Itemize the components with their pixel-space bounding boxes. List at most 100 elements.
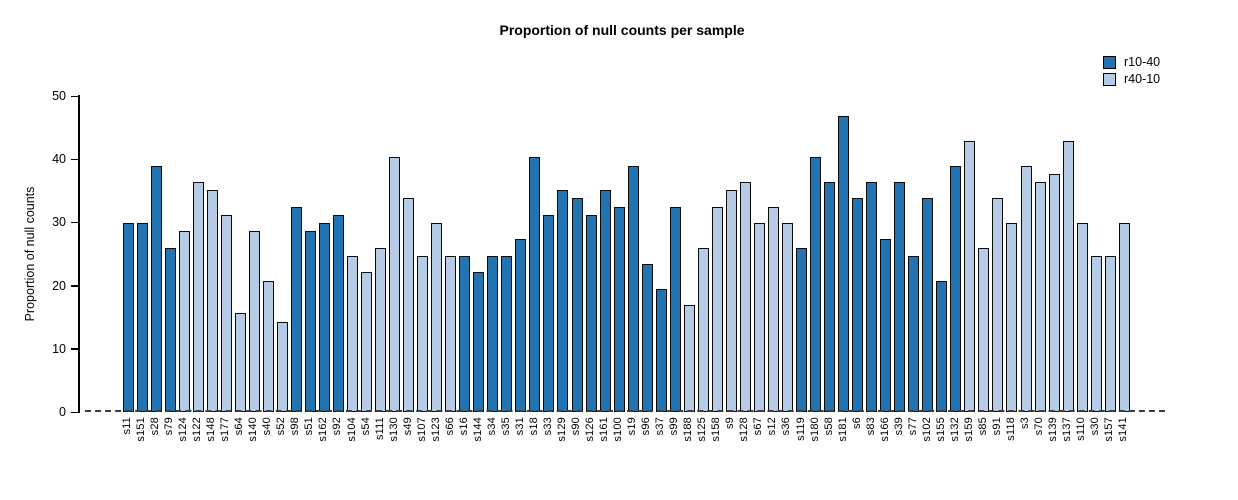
x-label-cell: s144 [472, 417, 486, 477]
x-label-cell: s96 [640, 417, 654, 477]
x-label-cell: s124 [177, 417, 191, 477]
bar-s35 [501, 255, 513, 412]
bar-s3 [1020, 165, 1032, 412]
bars-area [121, 96, 1131, 412]
x-label-cell: s126 [584, 417, 598, 477]
x-tick-label: s16 [457, 417, 470, 436]
x-tick-label: s35 [499, 417, 512, 436]
bar-column [710, 96, 724, 412]
bar-column [865, 96, 879, 412]
x-tick-label: s155 [934, 417, 947, 442]
bar-s110 [1076, 223, 1088, 412]
bar-s51 [304, 231, 316, 412]
x-tick-label: s129 [555, 417, 568, 442]
x-label-cell: s67 [752, 417, 766, 477]
x-label-cell: s148 [205, 417, 219, 477]
bar-s67 [753, 223, 765, 412]
bar-column [795, 96, 809, 412]
x-tick-label: s118 [1004, 417, 1017, 441]
x-label-cell: s34 [486, 417, 500, 477]
x-tick-label: s79 [163, 417, 176, 436]
bar-column [668, 96, 682, 412]
x-tick-label: s99 [668, 417, 681, 436]
bar-s111 [375, 247, 387, 412]
x-tick-label: s77 [906, 417, 919, 436]
bar-s118 [1006, 223, 1018, 412]
x-label-cell: s66 [444, 417, 458, 477]
bar-column [1103, 96, 1117, 412]
x-tick-label: s166 [878, 417, 891, 442]
x-label-cell: s70 [1033, 417, 1047, 477]
x-tick-label: s83 [864, 417, 877, 436]
x-tick-label: s34 [485, 417, 498, 436]
x-label-cell: s119 [795, 417, 809, 477]
bar-column [177, 96, 191, 412]
bar-s99 [669, 206, 681, 412]
x-tick-label: s91 [990, 417, 1003, 436]
bar-column [205, 96, 219, 412]
x-label-cell: s104 [346, 417, 360, 477]
bar-s177 [220, 214, 232, 412]
bar-column [402, 96, 416, 412]
x-label-cell: s36 [780, 417, 794, 477]
x-tick-label: s157 [1103, 417, 1116, 442]
bar-s96 [641, 264, 653, 412]
x-label-cell: s16 [458, 417, 472, 477]
bar-s37 [655, 288, 667, 412]
bar-column [991, 96, 1005, 412]
bar-s128 [739, 181, 751, 412]
x-label-cell: s99 [668, 417, 682, 477]
x-tick-label: s52 [275, 417, 288, 436]
bar-s140 [248, 231, 260, 412]
x-label-cell: s151 [135, 417, 149, 477]
bar-column [963, 96, 977, 412]
x-tick-label: s159 [962, 417, 975, 442]
x-label-cell: s177 [219, 417, 233, 477]
bar-s126 [585, 214, 597, 412]
bar-s157 [1104, 255, 1116, 412]
x-label-cell: s129 [556, 417, 570, 477]
bar-s66 [445, 255, 457, 412]
bar-column [542, 96, 556, 412]
bar-column [388, 96, 402, 412]
bar-column [598, 96, 612, 412]
bar-column [374, 96, 388, 412]
legend-swatch-r40-10 [1103, 73, 1116, 86]
bar-column [331, 96, 345, 412]
x-tick-label: s36 [780, 417, 793, 436]
x-label-cell: s40 [261, 417, 275, 477]
x-tick-label: s19 [626, 417, 639, 436]
x-label-cell: s31 [514, 417, 528, 477]
x-tick-label: s58 [822, 417, 835, 436]
x-tick-label: s54 [359, 417, 372, 436]
bar-column [977, 96, 991, 412]
x-label-cell: s3 [1019, 417, 1033, 477]
x-label-cell: s30 [1089, 417, 1103, 477]
bar-s144 [473, 272, 485, 412]
x-tick-label: s6 [850, 417, 863, 430]
y-tick-label: 40 [52, 152, 66, 167]
bar-s91 [992, 198, 1004, 412]
bar-column [626, 96, 640, 412]
bar-s141 [1118, 223, 1130, 412]
legend-label: r10-40 [1124, 55, 1161, 69]
bar-column [780, 96, 794, 412]
x-tick-label: s126 [584, 417, 597, 442]
bar-column [1061, 96, 1075, 412]
x-tick-label: s122 [191, 417, 204, 442]
bar-s36 [781, 223, 793, 412]
bar-s181 [838, 116, 850, 412]
bar-s79 [164, 247, 176, 412]
bar-column [317, 96, 331, 412]
bar-s123 [431, 223, 443, 412]
x-tick-label: s28 [149, 417, 162, 436]
zero-dashed-line [85, 410, 1165, 412]
x-label-cell: s58 [823, 417, 837, 477]
x-axis-labels: s11 s151 s28 s79 s124 s122 s148 s177 s64 s140 s40 s… [121, 417, 1131, 477]
bar-s83 [866, 181, 878, 412]
x-tick-label: s12 [766, 417, 779, 436]
bar-column [809, 96, 823, 412]
x-tick-label: s151 [135, 417, 148, 442]
x-label-cell: s9 [724, 417, 738, 477]
x-tick-label: s31 [513, 417, 526, 436]
